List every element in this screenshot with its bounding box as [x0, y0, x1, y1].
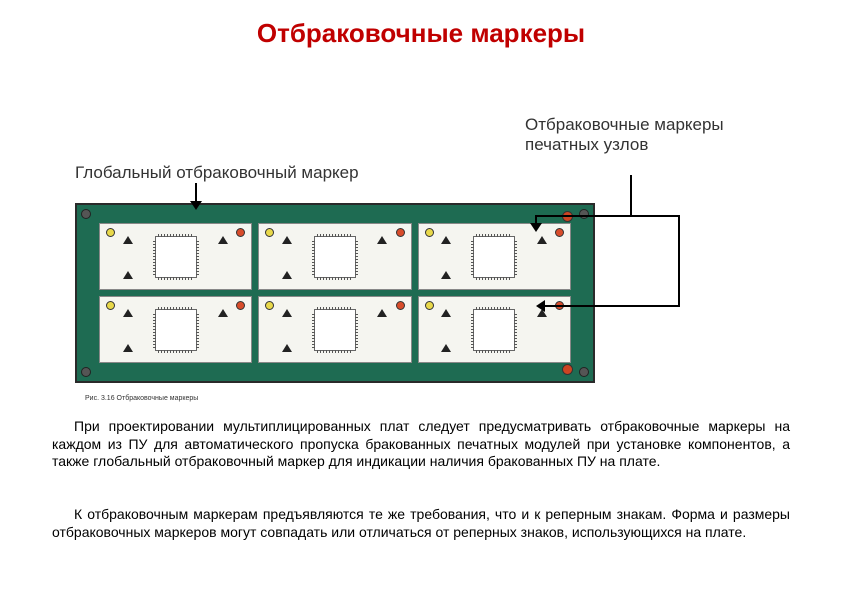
paragraph-2: К отбраковочным маркерам предъявляются т… [52, 506, 790, 541]
triangle-icon [123, 309, 133, 317]
figure-caption: Рис. 3.16 Отбраковочные маркеры [85, 395, 198, 402]
chip-icon [155, 236, 197, 278]
arrow-line [630, 215, 680, 217]
arrow-head-icon [190, 201, 202, 210]
arrow-line [630, 175, 632, 215]
triangle-icon [441, 344, 451, 352]
triangle-icon [123, 236, 133, 244]
screw-icon [579, 367, 589, 377]
triangle-icon [282, 236, 292, 244]
pcb-module [99, 223, 252, 290]
page-title: Отбраковочные маркеры [0, 0, 842, 49]
arrow-line [678, 215, 680, 305]
triangle-icon [218, 309, 228, 317]
triangle-icon [123, 344, 133, 352]
module-marker-red [396, 301, 405, 310]
chip-icon [314, 236, 356, 278]
paragraph-1: При проектировании мультиплицированных п… [52, 418, 790, 471]
module-marker-yellow [425, 228, 434, 237]
pcb-module [258, 296, 411, 363]
chip-icon [473, 309, 515, 351]
chip-icon [473, 236, 515, 278]
chip-icon [314, 309, 356, 351]
label-module-markers: Отбраковочные маркеры печатных узлов [525, 115, 745, 156]
pcb-module [258, 223, 411, 290]
module-marker-red [396, 228, 405, 237]
global-reject-marker [562, 364, 573, 375]
chip-icon [155, 309, 197, 351]
triangle-icon [441, 309, 451, 317]
triangle-icon [123, 271, 133, 279]
triangle-icon [218, 236, 228, 244]
module-marker-yellow [265, 228, 274, 237]
triangle-icon [441, 271, 451, 279]
arrow-line [535, 215, 632, 217]
module-marker-red [236, 301, 245, 310]
triangle-icon [377, 236, 387, 244]
diagram: Глобальный отбраковочный маркер Отбраков… [75, 115, 765, 405]
module-marker-red [236, 228, 245, 237]
arrow-head-icon [530, 223, 542, 232]
module-grid [99, 223, 571, 363]
pcb-module [99, 296, 252, 363]
screw-icon [81, 209, 91, 219]
module-marker-yellow [425, 301, 434, 310]
module-marker-yellow [265, 301, 274, 310]
triangle-icon [282, 309, 292, 317]
screw-icon [81, 367, 91, 377]
pcb-panel [75, 203, 595, 383]
arrow-line [543, 305, 680, 307]
pcb-module [418, 223, 571, 290]
screw-icon [579, 209, 589, 219]
triangle-icon [282, 271, 292, 279]
label-global-marker: Глобальный отбраковочный маркер [75, 163, 359, 183]
module-marker-yellow [106, 228, 115, 237]
module-marker-yellow [106, 301, 115, 310]
triangle-icon [441, 236, 451, 244]
module-marker-red [555, 228, 564, 237]
triangle-icon [377, 309, 387, 317]
arrow-head-icon [536, 300, 545, 312]
triangle-icon [282, 344, 292, 352]
triangle-icon [537, 236, 547, 244]
